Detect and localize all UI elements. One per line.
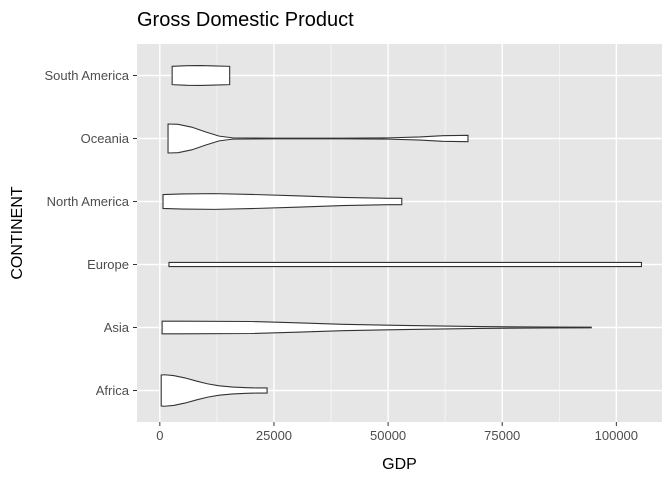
x-tick-label: 50000 bbox=[370, 428, 406, 443]
violin-asia bbox=[161, 320, 592, 335]
x-tick-label: 75000 bbox=[484, 428, 520, 443]
y-axis: Africa Asia Europe North America Oceania Sout… bbox=[44, 68, 137, 398]
violin-africa bbox=[160, 374, 268, 407]
violin-south-america bbox=[171, 65, 231, 86]
y-tick-label: Asia bbox=[104, 320, 130, 335]
y-tick-label: North America bbox=[47, 194, 130, 209]
y-axis-title: CONTINENT bbox=[9, 186, 26, 280]
y-tick-label: Oceania bbox=[81, 131, 130, 146]
x-axis-title: GDP bbox=[382, 456, 417, 473]
y-tick-label: South America bbox=[44, 68, 129, 83]
y-tick-label: Europe bbox=[87, 257, 129, 272]
violin-north-america bbox=[162, 193, 403, 210]
x-tick-label: 25000 bbox=[256, 428, 292, 443]
violins bbox=[160, 65, 643, 407]
x-tick-label: 0 bbox=[156, 428, 163, 443]
plot-panel bbox=[137, 44, 662, 422]
chart-title: Gross Domestic Product bbox=[137, 9, 354, 31]
violin-europe bbox=[168, 261, 643, 268]
violin-oceania bbox=[167, 123, 469, 154]
x-tick-label: 100000 bbox=[595, 428, 638, 443]
y-tick-label: Africa bbox=[96, 383, 130, 398]
x-axis: 0 25000 50000 75000 100000 bbox=[156, 422, 638, 443]
